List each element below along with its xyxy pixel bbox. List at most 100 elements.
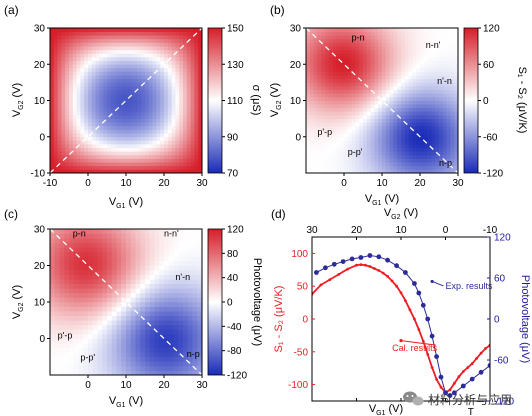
heatmap-cell [54, 315, 60, 321]
heatmap-cell [332, 118, 337, 123]
heatmap-cell [72, 147, 77, 152]
heatmap-cell [321, 42, 326, 47]
heatmap-cell [65, 111, 70, 116]
heatmap-cell [84, 107, 89, 112]
heatmap-cell [325, 107, 330, 112]
heatmap-cell [190, 93, 195, 98]
heatmap-cell [385, 96, 390, 101]
heatmap-cell [431, 60, 436, 65]
heatmap-cell [116, 265, 122, 271]
heatmap-cell [164, 49, 169, 54]
heatmap-cell [135, 338, 141, 344]
heatmap-cell [355, 125, 360, 130]
heatmap-cell [309, 78, 314, 83]
heatmap-cell [194, 53, 199, 58]
heatmap-cell [336, 151, 341, 156]
heatmap-cell [313, 75, 318, 80]
heatmap-cell [73, 247, 79, 253]
heatmap-cell [442, 115, 447, 119]
heatmap-cell [393, 75, 398, 80]
heatmap-cell [382, 136, 387, 141]
heatmap-cell [59, 283, 65, 289]
heatmap-cell [53, 136, 58, 141]
heatmap-cell [317, 64, 322, 69]
heatmap-cell [110, 71, 115, 76]
heatmap-cell [359, 60, 364, 65]
heatmap-cell [317, 151, 322, 156]
heatmap-cell [366, 158, 371, 163]
heatmap-cell [408, 60, 413, 65]
heatmap-cell [53, 107, 58, 112]
heatmap-cell [336, 169, 341, 174]
heatmap-cell [133, 151, 138, 156]
heatmap-cell [401, 96, 406, 101]
heatmap-cell [53, 93, 58, 98]
heatmap-cell [126, 320, 132, 326]
heatmap-cell [336, 140, 341, 145]
heatmap-cell [164, 60, 169, 65]
heatmap-cell [186, 82, 191, 87]
heatmap-cell [110, 35, 115, 40]
heatmap-cell [72, 75, 77, 80]
heatmap-cell [114, 158, 119, 163]
heatmap-cell [374, 169, 379, 174]
heatmap-cell [69, 343, 75, 348]
heatmap-cell [114, 60, 119, 65]
heatmap-cell [450, 31, 455, 36]
heatmap-cell [397, 89, 402, 94]
heatmap-cell [178, 356, 184, 362]
heatmap-cell [313, 78, 318, 83]
heatmap-cell [183, 229, 189, 234]
heatmap-cell [423, 104, 428, 109]
heatmap-cell [130, 251, 136, 257]
heatmap-cell [416, 162, 421, 167]
heatmap-cell [416, 53, 421, 58]
heatmap-cell [64, 343, 70, 348]
heatmap-cell [65, 144, 70, 148]
heatmap-cell [92, 356, 98, 362]
heatmap-cell [450, 93, 455, 98]
heatmap-cell [321, 158, 326, 163]
heatmap-cell [107, 104, 112, 109]
heatmap-cell [359, 111, 364, 116]
heatmap-cell [54, 251, 60, 257]
heatmap-cell [194, 71, 199, 76]
heatmap-cell [186, 151, 191, 156]
heatmap-cell [103, 125, 108, 130]
heatmap-cell [427, 46, 432, 51]
heatmap-cell [167, 75, 172, 80]
heatmap-cell [141, 165, 146, 170]
heatmap-cell [50, 133, 55, 138]
heatmap-cell [83, 365, 89, 371]
heatmap-cell [355, 64, 360, 69]
heatmap-cell [73, 297, 79, 303]
heatmap-cell [118, 57, 123, 61]
heatmap-cell [401, 75, 406, 80]
heatmap-cell [160, 89, 165, 94]
heatmap-cell [325, 154, 330, 159]
heatmap-cell [110, 89, 115, 94]
heatmap-cell [435, 100, 440, 105]
heatmap-cell [401, 140, 406, 145]
heatmap-cell [57, 49, 62, 54]
heatmap-cell [53, 57, 58, 61]
heatmap-cell [382, 67, 387, 72]
heatmap-cell [309, 144, 314, 148]
exp-results-point [487, 363, 490, 368]
heatmap-cell [97, 256, 103, 262]
heatmap-cell [152, 147, 157, 152]
panel-c-diagonal [49, 228, 203, 376]
heatmap-cell [92, 292, 98, 298]
heatmap-cell [54, 260, 60, 266]
heatmap-cell [194, 115, 199, 119]
heatmap-cell [65, 158, 70, 163]
heatmap-cell [126, 35, 131, 40]
heatmap-cell [57, 31, 62, 36]
heatmap-cell [116, 292, 122, 298]
heatmap-cell [122, 82, 127, 87]
heatmap-cell [378, 28, 383, 32]
heatmap-cell [431, 104, 436, 109]
heatmap-cell [69, 315, 75, 321]
heatmap-cell [126, 361, 132, 367]
heatmap-cell [175, 86, 180, 90]
